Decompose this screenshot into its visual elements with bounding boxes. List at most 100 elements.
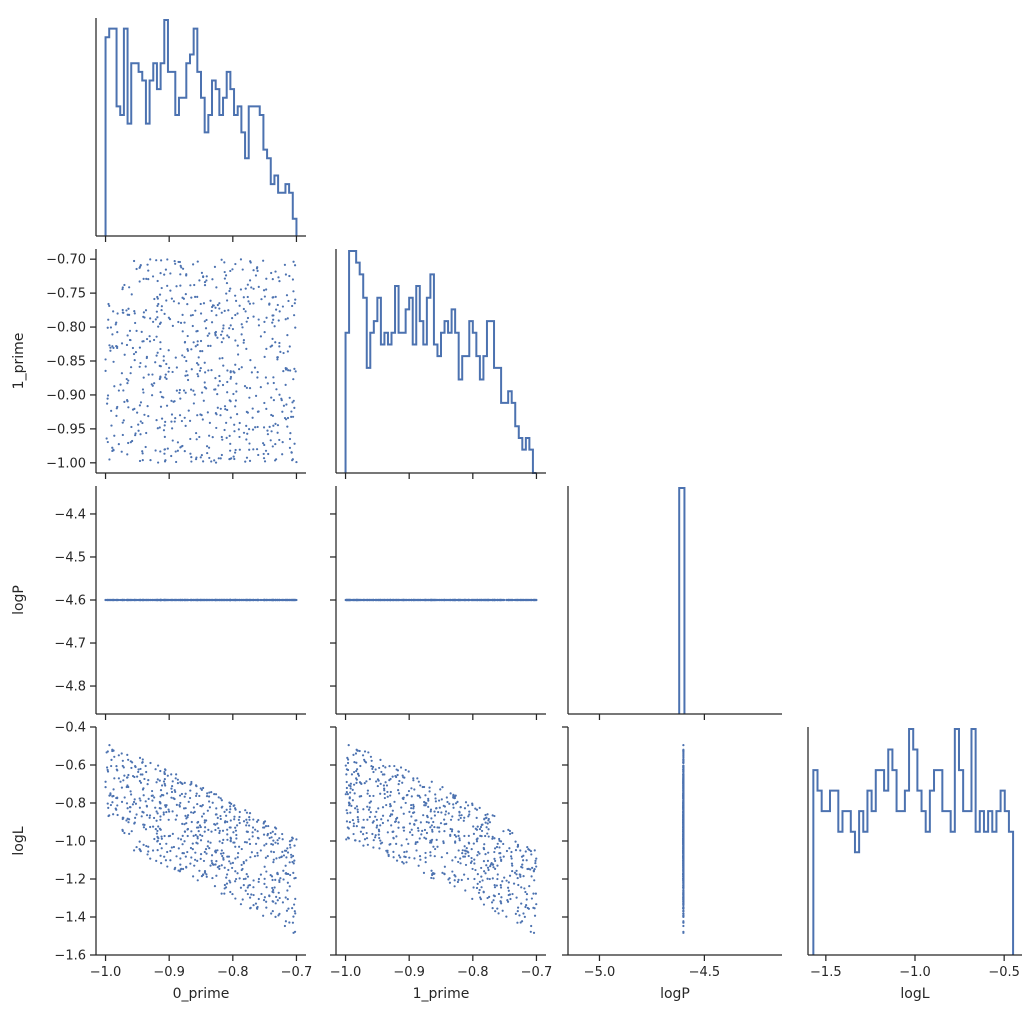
scatter-point [257, 318, 260, 321]
scatter-point [133, 775, 136, 779]
scatter-point [272, 839, 275, 842]
scatter-point [248, 598, 252, 602]
scatter-point [438, 830, 441, 833]
scatter-point [135, 329, 138, 332]
scatter-point [351, 799, 354, 802]
scatter-point [355, 598, 358, 602]
scatter-point [141, 758, 144, 761]
scatter-point [376, 824, 379, 827]
scatter-point [234, 845, 237, 848]
scatter-point [466, 877, 470, 880]
scatter-point [345, 809, 348, 812]
scatter-point [242, 884, 245, 887]
scatter-point [349, 785, 352, 788]
scatter-point [381, 821, 384, 825]
scatter-point [446, 852, 449, 855]
scatter-point [286, 425, 289, 428]
x-tick-label: −5.0 [584, 965, 616, 980]
scatter-point [682, 849, 685, 852]
scatter-point [194, 851, 197, 854]
scatter-point [432, 877, 435, 880]
scatter-point [266, 382, 269, 385]
scatter-point [478, 852, 481, 855]
scatter-point [473, 858, 476, 861]
scatter-point [383, 796, 386, 800]
scatter-point [415, 849, 418, 852]
scatter-point [173, 868, 176, 871]
scatter-point [173, 400, 176, 403]
scatter-point [422, 871, 426, 874]
scatter-point [156, 351, 159, 354]
scatter-point [248, 824, 251, 827]
scatter-point [144, 828, 148, 831]
scatter-point [356, 768, 359, 771]
scatter-point [449, 792, 452, 795]
scatter-point [156, 598, 159, 602]
scatter-point [287, 299, 290, 303]
scatter-point [223, 309, 226, 312]
scatter-point [263, 826, 266, 829]
scatter-point [682, 856, 685, 859]
scatter-point [220, 864, 223, 867]
scatter-point [174, 262, 177, 265]
scatter-point [163, 770, 166, 774]
scatter-point [120, 786, 124, 789]
scatter-point [263, 355, 266, 358]
scatter-point [248, 838, 251, 841]
scatter-point [365, 831, 368, 835]
scatter-point [205, 279, 208, 282]
y-tick-label: −1.4 [54, 911, 86, 926]
scatter-point [128, 805, 132, 809]
scatter-point [368, 777, 371, 781]
scatter-point [682, 751, 685, 754]
x-axis-logP-logP [568, 713, 782, 720]
scatter-point [280, 399, 283, 402]
scatter-point [291, 860, 294, 864]
scatter-point [266, 834, 269, 837]
scatter-point [372, 820, 375, 823]
scatter-point [397, 789, 400, 792]
scatter-point [472, 598, 475, 602]
scatter-point [478, 806, 481, 809]
scatter-point [424, 794, 427, 797]
scatter-point [203, 280, 207, 284]
scatter-point [284, 598, 287, 602]
scatter-point [254, 902, 258, 905]
scatter-point [141, 459, 144, 462]
scatter-point [105, 402, 109, 405]
scatter-point [199, 833, 202, 836]
scatter-point [234, 451, 237, 454]
scatter-point [499, 598, 503, 602]
scatter-point [218, 380, 221, 383]
scatter-point [215, 413, 218, 416]
scatter-point [497, 912, 500, 915]
scatter-point [367, 598, 370, 602]
scatter-point [250, 893, 253, 896]
scatter-point [159, 769, 162, 773]
scatter-point [203, 381, 206, 384]
scatter-point [140, 815, 143, 818]
scatter-point [262, 426, 266, 429]
scatter-point [449, 834, 452, 838]
scatter-point [133, 312, 136, 315]
scatter-point [156, 812, 159, 815]
scatter-point [163, 772, 166, 775]
scatter-point [482, 891, 485, 894]
scatter-point [262, 289, 266, 292]
scatter-point [206, 809, 209, 812]
scatter-point [482, 860, 486, 863]
scatter-point [525, 892, 529, 896]
scatter-point [388, 779, 391, 782]
x-axis-logP-0_prime [96, 713, 306, 720]
scatter-point [259, 873, 263, 876]
scatter-point [682, 818, 685, 821]
scatter-point [456, 880, 460, 884]
scatter-point [199, 853, 203, 856]
scatter-point [215, 813, 218, 816]
scatter-point [245, 841, 248, 844]
scatter-point [220, 453, 223, 457]
scatter-point [159, 405, 163, 408]
scatter-point [205, 275, 208, 278]
scatter-point [186, 374, 189, 377]
scatter-point [226, 598, 229, 602]
